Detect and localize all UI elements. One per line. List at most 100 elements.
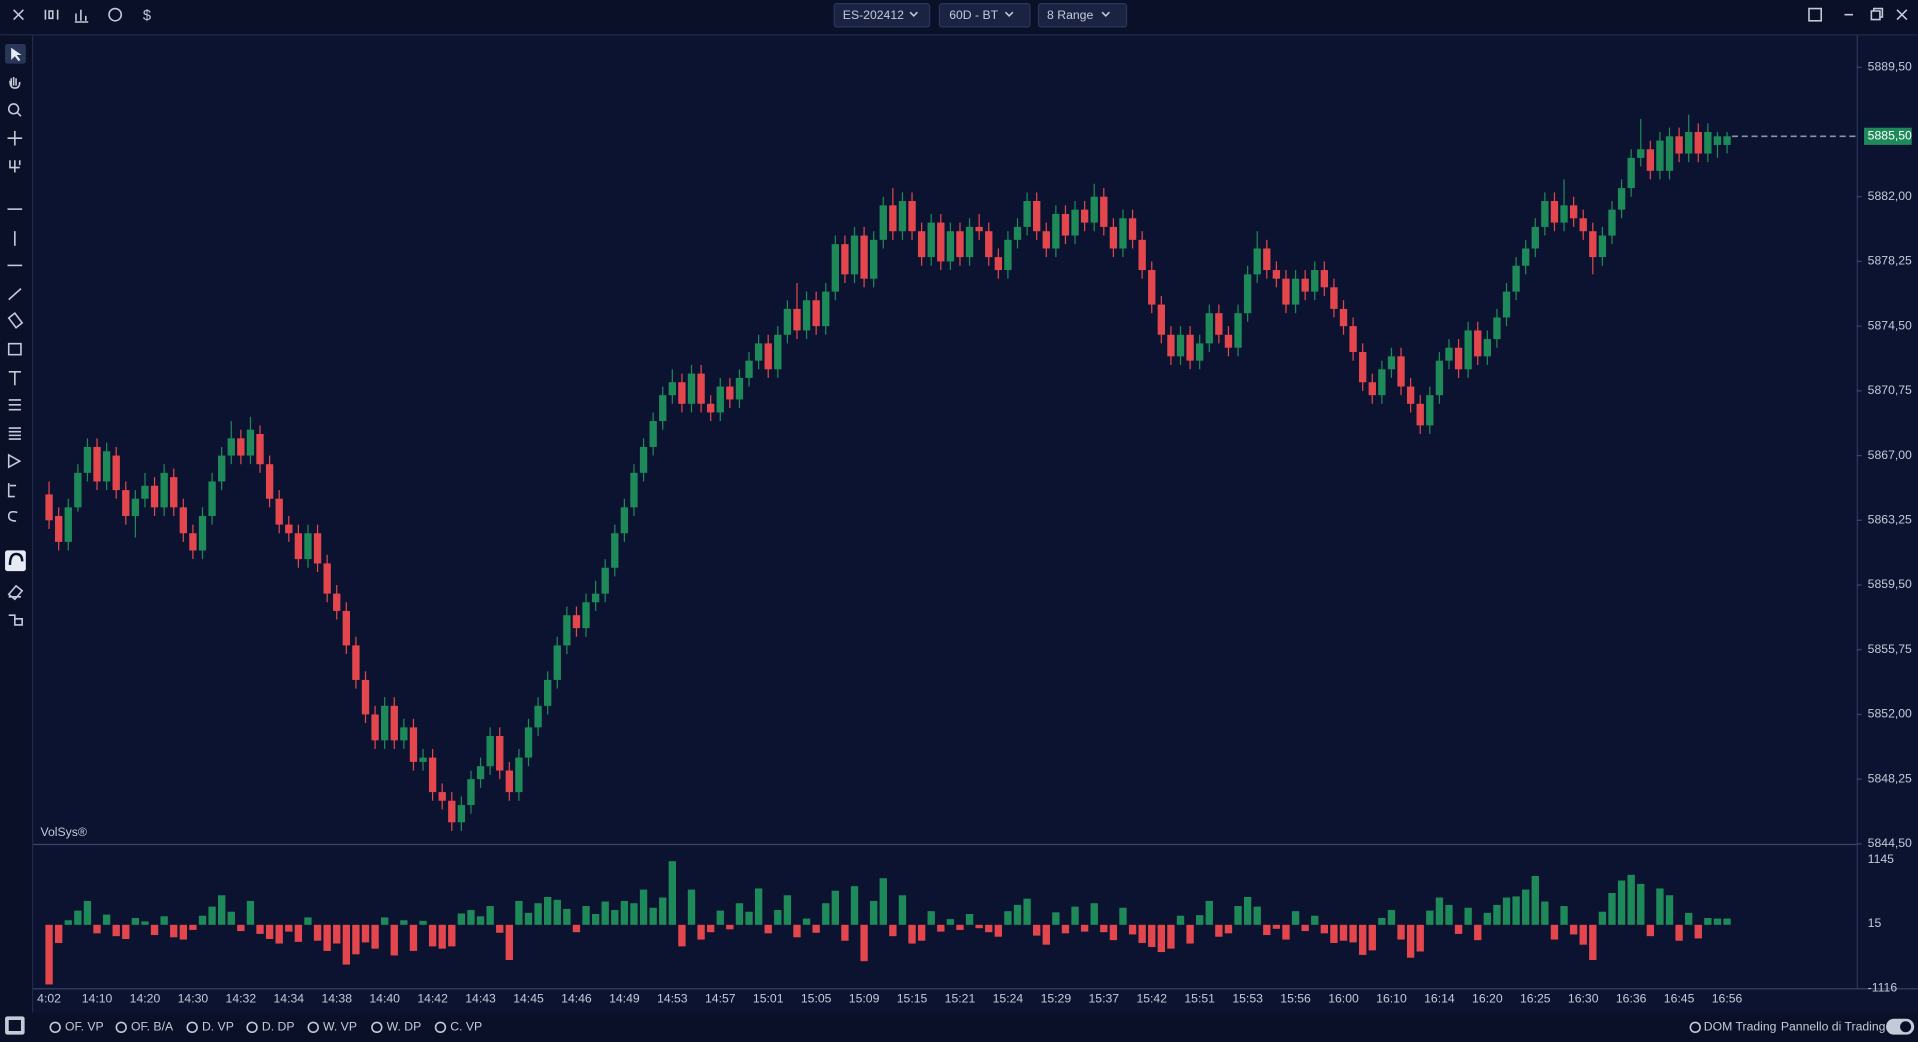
delta-bar xyxy=(1013,904,1022,925)
candle-body xyxy=(812,300,820,327)
zoom-tool[interactable] xyxy=(7,103,22,117)
candle-body xyxy=(563,615,571,646)
signal-tool[interactable] xyxy=(7,510,18,522)
delta-bar xyxy=(726,924,734,930)
delta-bar xyxy=(64,920,72,925)
delta-bar xyxy=(1061,924,1070,934)
candle-body xyxy=(371,714,379,741)
candle-body xyxy=(1205,313,1213,344)
delta-bar xyxy=(1157,924,1166,953)
currency-icon[interactable]: $ xyxy=(143,8,151,24)
settings-icon[interactable] xyxy=(108,7,123,22)
delta-bar xyxy=(515,900,523,925)
candle-body xyxy=(1128,218,1137,240)
panel-switch[interactable] xyxy=(1886,1018,1915,1035)
objects-tool[interactable] xyxy=(8,614,23,626)
crosshair-tool[interactable] xyxy=(7,130,23,146)
study-toggle[interactable]: C. VP xyxy=(434,1020,483,1034)
delta-bar xyxy=(1445,904,1453,925)
candle-body xyxy=(208,481,216,516)
bars-icon[interactable] xyxy=(74,9,89,23)
candle-body xyxy=(150,485,159,508)
window-close-icon[interactable] xyxy=(1896,9,1908,21)
channel-tool[interactable] xyxy=(7,311,24,329)
delta-bar xyxy=(457,913,466,925)
delta-bar xyxy=(985,924,993,933)
delta-bar xyxy=(1100,924,1108,933)
candle-body xyxy=(639,446,648,473)
candle-body xyxy=(591,593,600,603)
study-toggle[interactable]: OF. B/A xyxy=(115,1020,174,1034)
delta-bar xyxy=(1090,903,1098,925)
delta-bar xyxy=(1282,924,1290,940)
y-tick-label: 5870,75 xyxy=(1868,383,1912,397)
x-tick-label: 14:42 xyxy=(417,991,448,1005)
study-tool[interactable] xyxy=(7,483,17,498)
restore-icon[interactable] xyxy=(1870,7,1884,21)
left-toolbar xyxy=(0,35,32,1013)
candle-body xyxy=(1435,360,1444,396)
delta-bar xyxy=(1311,915,1319,925)
eraser-tool[interactable] xyxy=(7,584,24,601)
candle-body xyxy=(1598,235,1607,258)
delta-bar xyxy=(1416,924,1424,952)
bar-type-dropdown[interactable]: 8 Range xyxy=(1037,3,1128,28)
pattern-tool[interactable] xyxy=(7,453,22,469)
candle-body xyxy=(1339,308,1348,327)
candle-body xyxy=(400,727,408,741)
delta-bar xyxy=(563,908,571,925)
candle-body xyxy=(1560,205,1568,223)
period-dropdown[interactable]: 60D - BT xyxy=(938,3,1031,28)
candles-icon[interactable] xyxy=(44,9,59,20)
candle-body xyxy=(956,231,964,258)
study-toggle[interactable]: OF. VP xyxy=(49,1020,104,1034)
candle-body xyxy=(860,235,868,279)
candle-body xyxy=(1253,248,1261,275)
candle-body xyxy=(1033,201,1041,232)
candle-body xyxy=(1301,278,1309,292)
y-tick-label: 5889,50 xyxy=(1868,59,1912,73)
delta-bar xyxy=(802,918,811,925)
x-tick-label: 15:37 xyxy=(1089,991,1120,1005)
fib-tool[interactable] xyxy=(8,399,21,411)
delta-bar xyxy=(879,878,887,925)
x-tick-label: 14:32 xyxy=(226,991,257,1005)
trendline-tool[interactable] xyxy=(8,288,22,301)
candle-body xyxy=(1263,248,1271,271)
hand-tool[interactable] xyxy=(9,77,21,89)
study-toggle[interactable]: D. DP xyxy=(246,1020,294,1034)
candle-body xyxy=(1426,395,1434,426)
y-tick-label: 5882,00 xyxy=(1868,189,1912,203)
study-toggle[interactable]: W. VP xyxy=(307,1020,357,1034)
delta-bar xyxy=(783,895,792,925)
delta-bar xyxy=(1071,906,1079,925)
close-icon[interactable] xyxy=(13,9,24,21)
layout-icon[interactable] xyxy=(1808,7,1823,22)
candle-body xyxy=(946,231,955,262)
levels-tool[interactable] xyxy=(8,427,21,440)
candle-body xyxy=(1291,278,1300,305)
period-label: 60D - BT xyxy=(949,8,998,22)
delta-bar xyxy=(908,924,916,944)
measure-tool[interactable] xyxy=(9,160,21,173)
candle-body xyxy=(524,727,533,758)
study-toggle[interactable]: W. DP xyxy=(371,1020,421,1034)
delta-bar xyxy=(381,917,389,925)
symbol-dropdown[interactable]: ES-202412 xyxy=(833,3,931,28)
delta-bar xyxy=(467,910,475,925)
bar-type-label: 8 Range xyxy=(1047,8,1093,22)
rect-tool[interactable] xyxy=(7,342,22,356)
candle-body xyxy=(285,524,293,534)
candle-body xyxy=(505,770,513,793)
text-tool[interactable] xyxy=(8,370,21,386)
delta-bar xyxy=(1550,924,1559,940)
candle-body xyxy=(122,490,130,516)
candle-body xyxy=(467,779,475,806)
study-toggle[interactable]: D. VP xyxy=(186,1020,234,1034)
x-tick-label: 15:51 xyxy=(1184,991,1215,1005)
delta-bar xyxy=(1368,924,1376,951)
x-tick-label: 14:49 xyxy=(609,991,640,1005)
candle-body xyxy=(1464,330,1472,370)
dom-toggle[interactable]: DOM Trading xyxy=(1689,1020,1777,1034)
